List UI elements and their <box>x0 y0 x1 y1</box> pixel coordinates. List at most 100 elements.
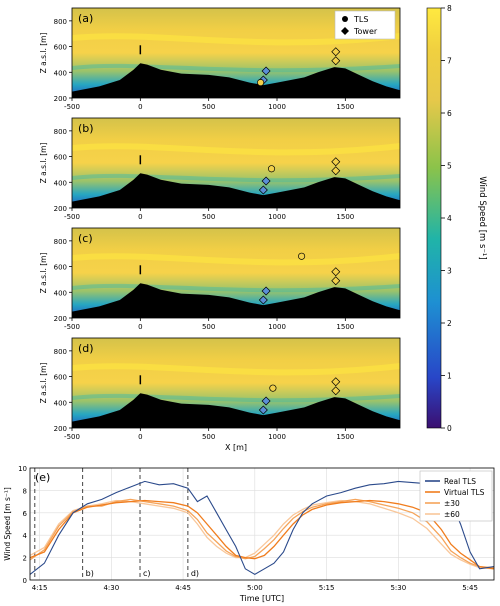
heatmap-panel: (a) 200 400 600 800 -500 0 500 1000 1500 Z a.s.l. … <box>39 7 401 111</box>
heatmap-panel: (d) 200 400 600 800 -500 0 500 1000 1500 Z a.s.l. … <box>39 337 401 452</box>
colorbar-tick-label: 4 <box>447 214 452 223</box>
heatmap-panel: (c) 200 400 600 800 -500 0 500 1000 1500 Z a.s.l. … <box>39 227 401 331</box>
event-label: d) <box>191 569 199 578</box>
x-tick-label: 0 <box>138 103 142 111</box>
tower-marker <box>261 286 271 296</box>
tower-marker <box>261 176 271 186</box>
legend-tls-marker <box>342 16 348 22</box>
terrain <box>72 63 400 98</box>
y-axis-label: Z a.s.l. [m] <box>39 253 48 294</box>
x-tick-label: 0 <box>138 323 142 331</box>
colorbar-tick-label: 1 <box>447 372 452 381</box>
x-tick-label: 0 <box>138 433 142 441</box>
y-axis-label: Z a.s.l. [m] <box>39 33 48 74</box>
tower-marker <box>331 267 341 277</box>
x-tick-label: 1500 <box>336 433 354 441</box>
colorbar-tick-label: 6 <box>447 109 452 118</box>
colorbar-tick-label: 0 <box>447 424 452 433</box>
x-tick-label: 4:15 <box>32 584 48 592</box>
legend-label: Virtual TLS <box>444 488 485 497</box>
time-series-panel: 0 2 4 6 8 10 4:15 4:30 4:45 5:00 5:15 5:30 5:45 b) c) d… <box>3 465 495 603</box>
tower-marker <box>331 386 341 396</box>
x-tick-label: 4:45 <box>175 584 191 592</box>
x-tick-label: 5:45 <box>462 584 478 592</box>
colorbar-gradient <box>426 7 442 429</box>
tower-marker <box>331 166 341 176</box>
tls-marker <box>267 165 276 173</box>
terrain <box>72 173 400 208</box>
legend-tls-label: TLS <box>353 15 368 24</box>
event-label: b) <box>86 569 94 578</box>
y-tick-label: 10 <box>18 465 27 473</box>
x-tick-label: 1500 <box>336 103 354 111</box>
jet-streak <box>71 143 401 156</box>
x-tick-label: 5:30 <box>390 584 406 592</box>
y-tick-label: 400 <box>54 69 67 77</box>
legend: Real TLS Virtual TLS ±30 ±60 <box>419 470 493 522</box>
x-axis-label: Time [UTC] <box>239 594 284 603</box>
panel-label: (e) <box>35 471 50 484</box>
y-axis-label: Z a.s.l. [m] <box>39 363 48 404</box>
y-tick-label: 400 <box>54 179 67 187</box>
colorbar-ticks: 0 1 2 3 4 5 6 7 8 <box>441 4 452 433</box>
legend-tower-marker <box>341 27 349 35</box>
tls-marker <box>257 79 265 87</box>
y-tick-label: 600 <box>54 374 67 382</box>
colorbar-tick-label: 7 <box>447 57 452 66</box>
x-tick-label: -500 <box>64 213 80 221</box>
tower-marker <box>331 157 341 167</box>
y-axis-label: Z a.s.l. [m] <box>39 143 48 184</box>
y-tick-label: 800 <box>54 128 67 136</box>
x-tick-label: 0 <box>138 213 142 221</box>
y-tick-label: 800 <box>54 238 67 246</box>
x-tick-label: 500 <box>202 323 215 331</box>
event-label: c) <box>143 569 151 578</box>
tower-marker <box>261 396 271 406</box>
tower-marker <box>258 295 268 305</box>
panel-label: (d) <box>78 342 94 355</box>
jet-streak <box>71 253 401 266</box>
x-tick-label: 4:30 <box>103 584 119 592</box>
y-tick-label: 800 <box>54 348 67 356</box>
panel-frame <box>71 7 401 99</box>
y-tick-label: 200 <box>54 205 67 213</box>
colorbar-tick-label: 5 <box>447 162 452 171</box>
tower-marker <box>261 66 271 76</box>
y-tick-label: 8 <box>23 487 27 495</box>
x-tick-label: 5:15 <box>319 584 335 592</box>
y-tick-label: 800 <box>54 18 67 26</box>
y-tick-label: 200 <box>54 425 67 433</box>
tls-marker <box>298 252 306 260</box>
colorbar-label: Wind Speed [m s⁻¹] <box>477 176 487 259</box>
x-tick-label: -500 <box>64 323 80 331</box>
x-tick-label: 1000 <box>268 433 286 441</box>
panel-frame <box>29 467 495 581</box>
jet-streak <box>71 363 401 376</box>
x-tick-label: 500 <box>202 103 215 111</box>
x-axis-label: X [m] <box>225 443 247 452</box>
heatmap-panels: (a) 200 400 600 800 -500 0 500 1000 1500 Z a.s.l. … <box>39 7 401 452</box>
x-tick-label: 1500 <box>336 213 354 221</box>
x-tick-label: 1500 <box>336 323 354 331</box>
jet-streak <box>71 33 401 46</box>
tower-marker <box>331 276 341 286</box>
tower-marker <box>331 56 341 66</box>
legend-box <box>419 470 493 522</box>
tower-marker <box>331 377 341 387</box>
y-axis-label: Wind Speed [m s⁻¹] <box>3 487 12 561</box>
tower-marker <box>258 185 268 195</box>
y-tick-label: 600 <box>54 264 67 272</box>
plot-area <box>30 468 494 580</box>
y-tick-label: 200 <box>54 315 67 323</box>
heatmap-panel: (b) 200 400 600 800 -500 0 500 1000 1500 Z a.s.l. … <box>39 117 401 221</box>
y-tick-label: 2 <box>23 555 27 563</box>
y-tick-label: 200 <box>54 95 67 103</box>
panel-label: (b) <box>78 122 94 135</box>
y-tick-label: 400 <box>54 289 67 297</box>
x-tick-label: 1000 <box>268 323 286 331</box>
tower-marker <box>331 47 341 57</box>
x-tick-label: 500 <box>202 433 215 441</box>
legend-tower-label: Tower <box>353 27 378 36</box>
panel-label: (a) <box>78 12 93 25</box>
panel-frame <box>71 117 401 209</box>
